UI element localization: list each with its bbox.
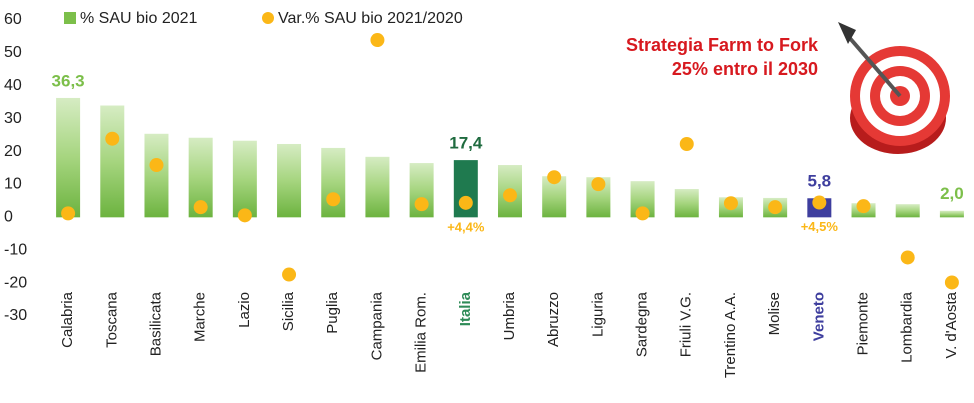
y-tick-label: -20 <box>4 274 27 291</box>
dot <box>370 33 384 47</box>
y-tick-label: 10 <box>4 176 22 193</box>
x-tick-label: V. d'Aosta <box>943 291 960 358</box>
x-tick-label: Friuli V.G. <box>678 292 695 357</box>
x-tick-label: Umbria <box>501 291 518 340</box>
bar <box>233 141 257 218</box>
dot <box>415 197 429 211</box>
dot <box>503 188 517 202</box>
dot <box>547 170 561 184</box>
dot <box>812 196 826 210</box>
data-label: +4,5% <box>801 219 839 234</box>
bar <box>675 189 699 217</box>
x-tick-label: Abruzzo <box>545 292 562 347</box>
dot <box>61 206 75 220</box>
x-tick-label: Sardegna <box>634 291 651 357</box>
x-tick-label: Liguria <box>589 291 606 337</box>
x-tick-label: Emilia Rom. <box>413 292 430 373</box>
x-tick-label: Piemonte <box>854 292 871 355</box>
dot <box>459 196 473 210</box>
y-tick-label: 30 <box>4 110 22 127</box>
bar <box>321 148 345 217</box>
x-tick-label: Basilicata <box>147 291 164 356</box>
y-tick-label: -30 <box>4 307 27 324</box>
dot <box>901 250 915 264</box>
x-tick-label: Marche <box>192 292 209 342</box>
dot <box>591 177 605 191</box>
x-tick-label: Puglia <box>324 291 341 333</box>
dot <box>105 132 119 146</box>
legend-label: % SAU bio 2021 <box>80 10 198 27</box>
dot <box>857 199 871 213</box>
x-tick-label: Italia <box>457 291 474 326</box>
dot <box>282 268 296 282</box>
y-tick-label: 50 <box>4 44 22 61</box>
dot <box>238 208 252 222</box>
target-icon <box>838 22 950 154</box>
y-tick-label: 20 <box>4 143 22 160</box>
x-tick-label: Toscana <box>103 291 120 348</box>
y-tick-label: 0 <box>4 209 13 226</box>
dot <box>724 196 738 210</box>
data-label: 36,3 <box>52 71 85 90</box>
legend-swatch <box>64 12 76 24</box>
legend-swatch <box>262 12 274 24</box>
chart: Strategia Farm to Fork 25% entro il 2030… <box>0 0 974 403</box>
bar <box>940 211 964 218</box>
y-tick-label: 40 <box>4 77 22 94</box>
y-tick-label: -10 <box>4 241 27 258</box>
dot <box>680 137 694 151</box>
dot <box>194 200 208 214</box>
bar <box>144 134 168 218</box>
data-label: +4,4% <box>447 219 485 234</box>
annotation: Strategia Farm to Fork <box>626 35 819 55</box>
x-tick-label: Campania <box>368 291 385 360</box>
bar <box>277 144 301 217</box>
bar <box>365 157 389 218</box>
x-tick-label: Lazio <box>236 292 253 328</box>
data-label: 5,8 <box>808 172 832 191</box>
dot <box>149 158 163 172</box>
x-tick-label: Veneto <box>810 292 827 341</box>
annotation: 25% entro il 2030 <box>672 59 818 79</box>
y-tick-label: 60 <box>4 11 22 28</box>
x-tick-label: Lombardia <box>899 291 916 363</box>
dot <box>326 192 340 206</box>
x-tick-label: Sicilia <box>280 291 297 331</box>
x-tick-label: Calabria <box>59 291 76 348</box>
bar <box>100 106 124 218</box>
dot <box>945 275 959 289</box>
dot <box>636 206 650 220</box>
data-label: 2,0 <box>940 184 964 203</box>
x-tick-label: Trentino A.A. <box>722 292 739 378</box>
legend-label: Var.% SAU bio 2021/2020 <box>278 10 463 27</box>
data-label: 17,4 <box>449 134 483 153</box>
x-tick-label: Molise <box>766 292 783 335</box>
bar <box>56 98 80 217</box>
bar <box>896 204 920 217</box>
dot <box>768 200 782 214</box>
